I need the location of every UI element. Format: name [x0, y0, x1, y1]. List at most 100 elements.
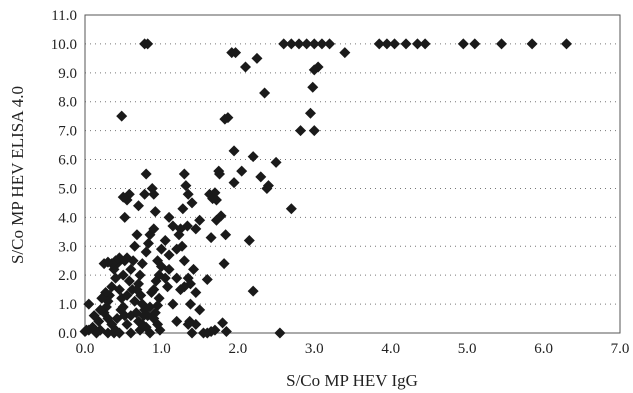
y-tick-label: 4.0	[58, 210, 77, 226]
data-point	[154, 324, 166, 336]
data-point	[207, 193, 219, 205]
data-point	[182, 188, 194, 200]
data-point	[217, 317, 229, 329]
data-point	[240, 61, 251, 73]
x-tick-label: 5.0	[458, 341, 477, 357]
data-point	[136, 258, 148, 270]
data-point	[131, 284, 143, 296]
x-tick-label: 1.0	[152, 341, 171, 357]
data-point	[295, 125, 307, 137]
data-point	[228, 177, 240, 189]
data-point	[389, 38, 401, 50]
data-point	[88, 310, 100, 322]
data-point	[184, 298, 196, 310]
data-point	[176, 240, 188, 252]
data-point	[270, 156, 282, 168]
data-point	[155, 243, 167, 255]
data-point	[113, 327, 125, 339]
data-point	[186, 327, 198, 339]
data-point	[173, 229, 185, 241]
data-point	[138, 310, 150, 322]
data-point	[167, 298, 179, 310]
data-point	[142, 38, 154, 50]
y-tick-label: 11.0	[51, 8, 77, 24]
data-point	[285, 38, 297, 50]
data-point	[308, 125, 320, 137]
y-axis-label: S/Co MP HEV ELISA 4.0	[8, 86, 27, 264]
data-point	[324, 38, 336, 50]
data-point	[153, 292, 165, 304]
data-point	[145, 287, 157, 299]
data-point	[255, 171, 267, 183]
x-tick-label: 4.0	[381, 341, 400, 357]
data-point	[201, 274, 213, 286]
data-point	[140, 246, 152, 258]
y-tick-label: 5.0	[58, 181, 77, 197]
data-point	[111, 313, 123, 325]
data-point	[400, 38, 412, 50]
data-point	[180, 180, 192, 192]
data-point	[373, 38, 385, 50]
data-point	[247, 151, 259, 163]
data-point	[251, 52, 263, 64]
data-point	[190, 223, 202, 235]
data-points	[79, 38, 572, 339]
data-point	[167, 220, 179, 232]
y-tick-label: 3.0	[58, 239, 77, 255]
data-point	[125, 263, 137, 275]
data-point	[134, 269, 146, 281]
x-tick-label: 0.0	[76, 341, 95, 357]
data-point	[106, 281, 118, 293]
y-tick-label: 0.0	[58, 326, 77, 342]
data-point	[274, 327, 286, 339]
data-point	[139, 188, 151, 200]
y-tick-label: 7.0	[58, 124, 77, 140]
data-point	[110, 272, 122, 284]
data-point	[259, 87, 271, 99]
data-point	[197, 327, 209, 339]
data-point	[308, 64, 320, 76]
data-point	[381, 38, 393, 50]
data-point	[121, 318, 133, 330]
data-point	[117, 191, 129, 203]
data-point	[79, 326, 91, 338]
data-point	[261, 182, 273, 194]
x-tick-label: 7.0	[611, 341, 630, 357]
data-point	[222, 112, 234, 124]
data-point	[83, 298, 95, 310]
data-point	[419, 38, 431, 50]
x-tick-label: 3.0	[305, 341, 324, 357]
data-point	[188, 263, 200, 275]
data-point	[162, 281, 174, 293]
data-point	[116, 110, 128, 122]
data-point	[125, 327, 137, 339]
data-point	[184, 315, 196, 327]
data-point	[205, 326, 217, 338]
data-point	[149, 206, 161, 218]
data-point	[285, 203, 297, 215]
data-point	[144, 301, 156, 313]
data-point	[278, 38, 290, 50]
data-point	[230, 47, 242, 59]
data-point	[131, 229, 143, 241]
data-point	[163, 211, 175, 223]
data-point	[190, 287, 202, 299]
data-point	[175, 284, 187, 296]
data-point	[98, 258, 110, 270]
plot-frame	[84, 14, 621, 334]
data-point	[308, 38, 320, 50]
y-tick-label: 10.0	[51, 37, 77, 53]
data-point	[159, 234, 171, 246]
data-point	[526, 38, 538, 50]
data-point	[496, 38, 508, 50]
x-tick-label: 2.0	[228, 341, 247, 357]
y-tick-label: 6.0	[58, 153, 77, 169]
data-point	[469, 38, 481, 50]
data-point	[220, 326, 232, 338]
data-point	[148, 223, 160, 235]
y-tick-label: 8.0	[58, 95, 77, 111]
y-tick-label: 9.0	[58, 66, 77, 82]
data-point	[178, 255, 190, 267]
data-point	[561, 38, 572, 50]
